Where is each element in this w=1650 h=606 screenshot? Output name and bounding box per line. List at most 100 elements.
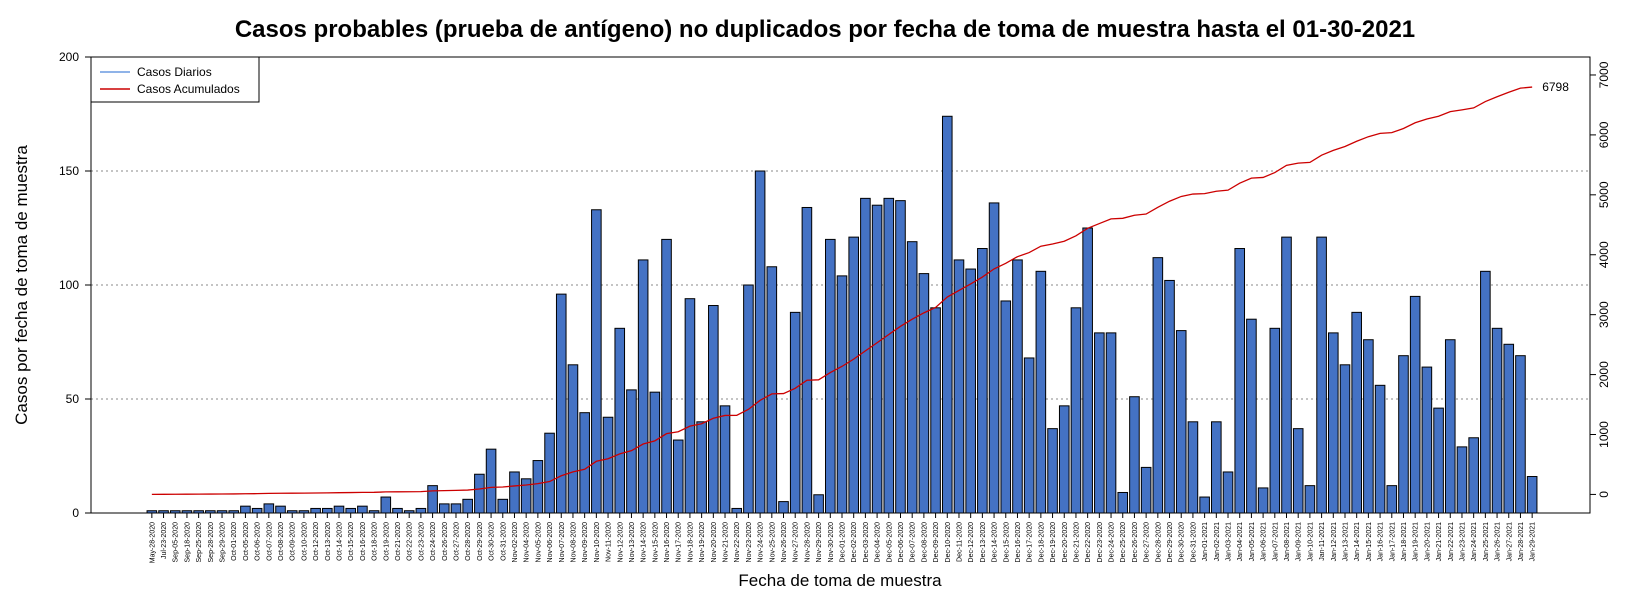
bar	[310, 507, 321, 514]
x-tick-label: Jan-25-2021	[1483, 522, 1490, 561]
y-tick-label: 150	[59, 164, 79, 178]
bar	[275, 505, 286, 514]
bar	[754, 170, 766, 514]
x-tick-label: Nov-13-2020	[629, 522, 636, 563]
x-tick-label: Dec-06-2020	[898, 522, 905, 563]
bar	[509, 471, 520, 514]
bar	[661, 238, 672, 514]
x-tick-label: Oct-10-2020	[301, 522, 308, 561]
bar	[1222, 471, 1234, 514]
x-tick-label: Jan-01-2021	[1202, 522, 1209, 561]
bar	[1491, 327, 1503, 514]
bar	[743, 284, 754, 514]
bar	[1035, 270, 1047, 514]
y2-tick-label: 2000	[1597, 361, 1611, 388]
bar	[1281, 236, 1292, 514]
x-tick-label: Oct-07-2020	[266, 522, 273, 561]
bar	[1363, 339, 1374, 514]
bar	[895, 200, 906, 514]
x-tick-label: Sep-29-2020	[220, 522, 227, 563]
bar	[1023, 357, 1035, 514]
x-tick-label: Dec-01-2020	[840, 522, 847, 563]
bar	[1199, 496, 1210, 514]
bar	[1409, 295, 1421, 514]
bar	[801, 206, 813, 514]
x-tick-label: Nov-09-2020	[582, 522, 589, 563]
bar	[1187, 421, 1199, 514]
bar	[322, 507, 333, 514]
bar	[1175, 330, 1187, 514]
bar	[1386, 485, 1398, 514]
x-tick-label: Jan-11-2021	[1319, 522, 1326, 561]
x-tick-label: Jan-15-2021	[1366, 522, 1373, 561]
x-tick-label: Jan-21-2021	[1436, 522, 1443, 561]
y-tick-label: 100	[59, 278, 79, 292]
bar	[555, 293, 567, 514]
x-tick-label: Nov-29-2020	[816, 522, 823, 563]
x-tick-label: Jan-23-2021	[1459, 522, 1466, 561]
x-tick-label: Nov-24-2020	[758, 522, 765, 563]
x-tick-label: Jan-02-2021	[1214, 522, 1221, 561]
bar	[450, 503, 462, 514]
bar	[1000, 300, 1012, 514]
x-tick-label: Dec-24-2020	[1109, 522, 1116, 563]
bar	[1246, 318, 1257, 514]
x-tick-label: Dec-09-2020	[933, 522, 940, 563]
x-tick-label: Nov-30-2020	[828, 522, 835, 563]
bar	[415, 507, 427, 514]
bar	[719, 405, 731, 514]
x-tick-label: Nov-05-2020	[535, 522, 542, 563]
bar	[813, 494, 824, 514]
bar	[438, 503, 450, 514]
bar	[637, 259, 649, 514]
x-tick-label: Sep-18-2020	[184, 522, 191, 563]
x-tick-label: Jan-19-2021	[1413, 522, 1420, 561]
bar	[614, 327, 626, 514]
y-axis-label: Casos por fecha de toma de muestra	[12, 145, 31, 425]
x-tick-label: Oct-09-2020	[290, 522, 297, 561]
legend-label-daily: Casos Diarios	[137, 65, 212, 79]
bar	[977, 248, 988, 514]
y-axis-right: 0 1000 2000 3000 4000 5000 6000 7000	[1590, 61, 1611, 498]
x-tick-label: Nov-06-2020	[547, 522, 554, 563]
bar	[918, 273, 930, 514]
chart-title: Casos probables (prueba de antígeno) no …	[235, 16, 1415, 43]
x-tick-label: Oct-13-2020	[325, 522, 332, 561]
x-tick-label: Jan-10-2021	[1307, 522, 1314, 561]
x-tick-label: Dec-04-2020	[875, 522, 882, 563]
x-tick-label: Nov-14-2020	[641, 522, 648, 563]
bar	[345, 507, 357, 514]
x-tick-label: Oct-15-2020	[348, 522, 355, 561]
x-tick-label: Nov-25-2020	[769, 522, 776, 563]
bar	[1234, 248, 1246, 514]
bar	[263, 503, 275, 514]
x-tick-label: Oct-12-2020	[313, 522, 320, 561]
x-tick-label: Jan-09-2021	[1296, 522, 1303, 561]
cumulative-line	[151, 86, 1533, 496]
x-tick-label: Nov-12-2020	[617, 522, 624, 563]
cumulative-line-layer	[151, 86, 1533, 496]
x-tick-label: Oct-21-2020	[395, 522, 402, 561]
y2-tick-label: 5000	[1597, 181, 1611, 208]
bar	[591, 209, 602, 514]
x-tick-label: Dec-28-2020	[1155, 522, 1162, 563]
y2-tick-label: 3000	[1597, 301, 1611, 328]
x-tick-label: Dec-11-2020	[956, 522, 963, 562]
bar	[251, 507, 263, 514]
x-tick-label: Oct-16-2020	[360, 522, 367, 561]
x-tick-label: Dec-31-2020	[1190, 522, 1197, 563]
x-tick-label: Jan-14-2021	[1354, 522, 1361, 561]
bar	[836, 275, 848, 514]
x-tick-label: Dec-10-2020	[945, 522, 952, 563]
bar	[1374, 384, 1386, 514]
x-tick-label: Nov-15-2020	[652, 522, 659, 563]
x-tick-label: Oct-23-2020	[418, 522, 425, 561]
x-tick-label: Oct-06-2020	[255, 522, 262, 561]
bar	[520, 478, 532, 514]
x-tick-label: Nov-18-2020	[687, 522, 694, 563]
bar	[1082, 227, 1093, 514]
x-tick-label: Dec-05-2020	[886, 522, 893, 563]
x-tick-label: Dec-14-2020	[992, 522, 999, 563]
bar	[1070, 307, 1082, 514]
